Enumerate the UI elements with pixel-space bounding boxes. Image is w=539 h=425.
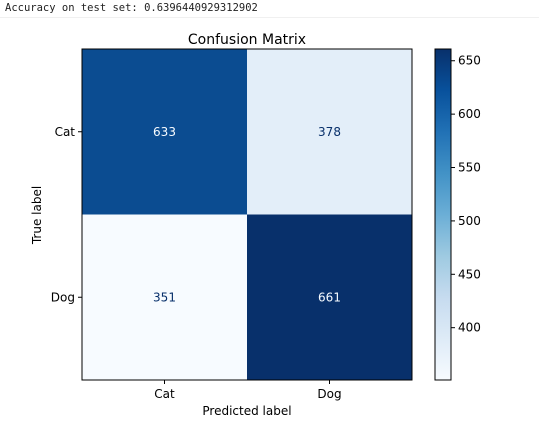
chart-title: Confusion Matrix bbox=[188, 32, 306, 48]
x-tick-label-cat: Cat bbox=[154, 387, 175, 401]
x-axis-ticks: Cat Dog bbox=[154, 380, 342, 401]
x-axis-label: Predicted label bbox=[202, 404, 291, 418]
matrix-cells: 633 378 351 661 bbox=[82, 49, 412, 380]
colorbar-tick-label: 500 bbox=[458, 214, 481, 228]
y-axis-ticks: Cat Dog bbox=[51, 125, 82, 304]
y-tick-label-dog: Dog bbox=[51, 290, 75, 304]
cell-value-cat-dog: 378 bbox=[318, 125, 341, 139]
matrix-cell-cat-dog bbox=[247, 49, 412, 215]
x-tick-label-dog: Dog bbox=[317, 387, 341, 401]
matrix-cell-cat-cat bbox=[82, 49, 247, 215]
matrix-cell-dog-dog bbox=[247, 214, 412, 380]
colorbar-ticks: 400 450 500 550 600 650 bbox=[451, 54, 481, 335]
cell-value-dog-cat: 351 bbox=[153, 290, 176, 304]
cell-value-dog-dog: 661 bbox=[318, 290, 341, 304]
cell-output-text: Accuracy on test set: 0.6396440929312902 bbox=[0, 0, 539, 18]
colorbar bbox=[435, 49, 451, 380]
plot-frame bbox=[81, 48, 413, 381]
y-axis-label: True label bbox=[30, 186, 44, 245]
confusion-matrix-chart: Confusion Matrix 633 378 351 661 Cat Dog Cat… bbox=[30, 32, 481, 418]
cell-value-cat-cat: 633 bbox=[153, 125, 176, 139]
colorbar-tick-label: 450 bbox=[458, 267, 481, 281]
colorbar-tick-label: 550 bbox=[458, 161, 481, 175]
y-tick-label-cat: Cat bbox=[55, 125, 76, 139]
colorbar-frame bbox=[434, 48, 452, 381]
colorbar-tick-label: 650 bbox=[458, 54, 481, 68]
matrix-cell-dog-cat bbox=[82, 214, 247, 380]
colorbar-tick-label: 600 bbox=[458, 107, 481, 121]
colorbar-tick-label: 400 bbox=[458, 321, 481, 335]
